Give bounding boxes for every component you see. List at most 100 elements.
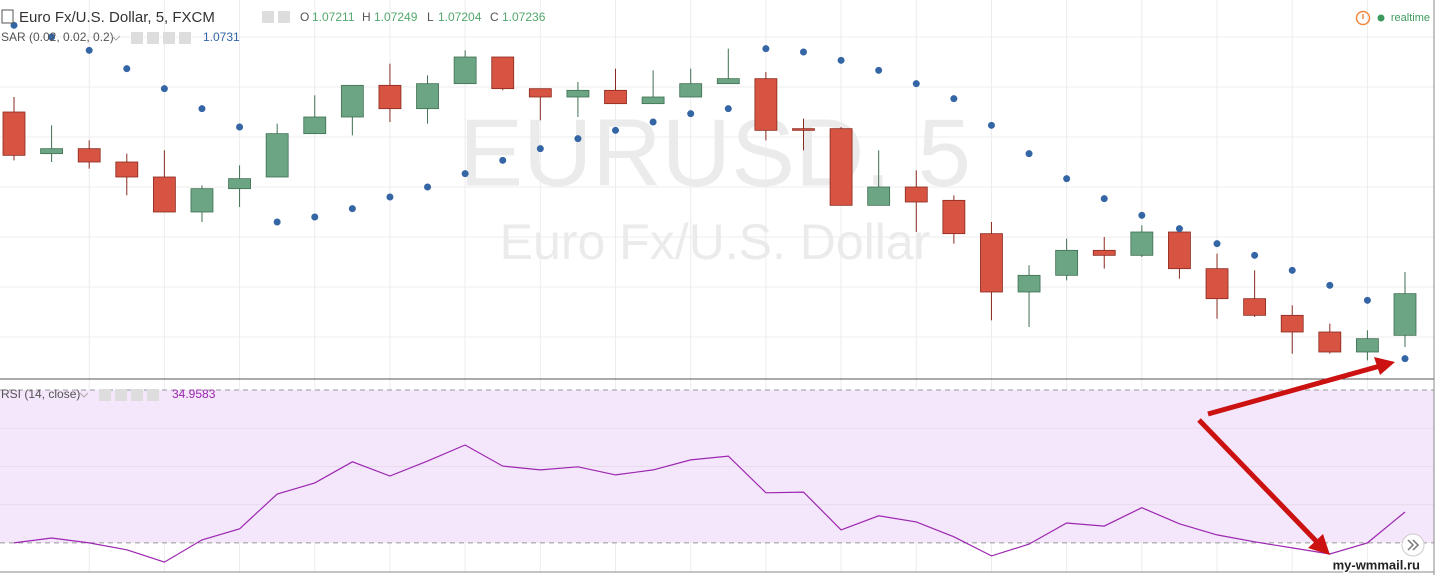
sar-dot [987,121,995,129]
candle-body [1205,268,1229,300]
candle-body [604,89,627,105]
candle-body [453,56,477,85]
warning-icon[interactable] [1355,10,1371,26]
icon[interactable] [131,32,143,44]
candle-body [1243,298,1267,316]
ohlc-label: L [427,10,434,24]
scroll-icon [1407,539,1420,551]
sar-dot [1063,175,1071,183]
candle-body [378,84,402,110]
annotation-arrowhead [1374,357,1395,375]
collapse-icon[interactable] [1,9,14,24]
sar-dot [612,126,620,134]
candle-body [416,83,439,110]
candle-body [1130,231,1154,256]
sar-dot [1288,266,1296,274]
sar-dot [875,66,883,74]
annotation-arrow [1197,418,1320,545]
sar-dot [236,123,244,131]
sar-dot [461,170,469,178]
annotation-arrow [1207,363,1381,417]
candle-body [2,111,26,156]
sar-dot [724,105,732,113]
sar-dot [799,48,807,56]
candle-body [1092,249,1116,256]
sar-dot [1138,211,1146,219]
ohlc-value: 1.07204 [438,10,482,24]
candle-body [1017,274,1041,293]
sar-dot [10,21,18,29]
sar-dot [273,218,281,226]
sar-dot [499,156,507,164]
icon[interactable] [163,32,175,44]
sar-dot [1213,240,1221,248]
sar-dot [386,193,394,201]
sar-dot [348,205,356,213]
candle-body [340,84,364,118]
icon[interactable] [115,389,127,401]
dropdown-icon[interactable] [79,392,89,398]
candle-body [679,83,703,98]
sar-dot [837,56,845,64]
candle-body [303,116,327,135]
icon[interactable] [179,32,191,44]
candle-body [1055,249,1079,276]
marks [2,21,1417,563]
icon[interactable] [262,11,274,23]
candle-body [1280,314,1304,333]
candle-body [867,186,891,206]
candle-body [641,96,665,105]
sar-dot [1100,195,1108,203]
ohlc-value: 1.07211 [312,10,355,24]
candle-body [528,88,552,98]
sar-dot [1025,150,1033,158]
candle-body [1356,338,1379,353]
sar-dot [160,85,168,93]
sar-dot [1363,296,1371,304]
candle-body [265,133,289,178]
candle-body [491,56,515,90]
candle-body [792,128,815,131]
indicator-name: SAR (0.02, 0.02, 0.2) [1,30,114,44]
watermark-symbol: EURUSD, 5 [459,99,971,206]
status-dot [1377,14,1385,22]
sar-dot [762,45,770,53]
candle-body [716,78,740,85]
symbol-title: Euro Fx/U.S. Dollar, 5, FXCM [19,9,215,26]
watermark-name: Euro Fx/U.S. Dollar [500,214,931,270]
indicator-name: RSI (14, close) [1,387,80,401]
sar-dot [48,33,56,41]
sar-dot [649,118,657,126]
candle-body [566,89,590,98]
sar-dot [198,105,206,113]
icon[interactable] [131,389,143,401]
annotation-arrowhead [1308,534,1330,555]
candle-body [152,176,176,213]
ohlc-value: 1.07236 [502,10,546,24]
rsi-line [13,444,1406,563]
icon[interactable] [278,11,290,23]
candle-body [829,128,853,206]
icon[interactable] [99,389,111,401]
icon[interactable] [147,32,159,44]
candle-body [980,233,1003,293]
sar-dot [1251,251,1259,259]
sar-dot [85,46,93,54]
icon[interactable] [147,389,159,401]
candle-body [228,178,251,190]
ohlc-label: C [490,10,499,24]
ohlc-label: O [300,10,309,24]
sar-dot [1326,281,1334,289]
candle-body [190,188,214,213]
sar-dot [536,145,544,153]
candle-body [115,161,139,178]
sar-dot [574,135,582,143]
sar-dot [123,65,131,73]
dropdown-icon[interactable] [111,35,121,41]
candle-body [754,78,778,131]
source-watermark: my-wmmail.ru [1333,557,1420,572]
sar-dot [1175,225,1183,233]
candle-body [40,148,63,155]
